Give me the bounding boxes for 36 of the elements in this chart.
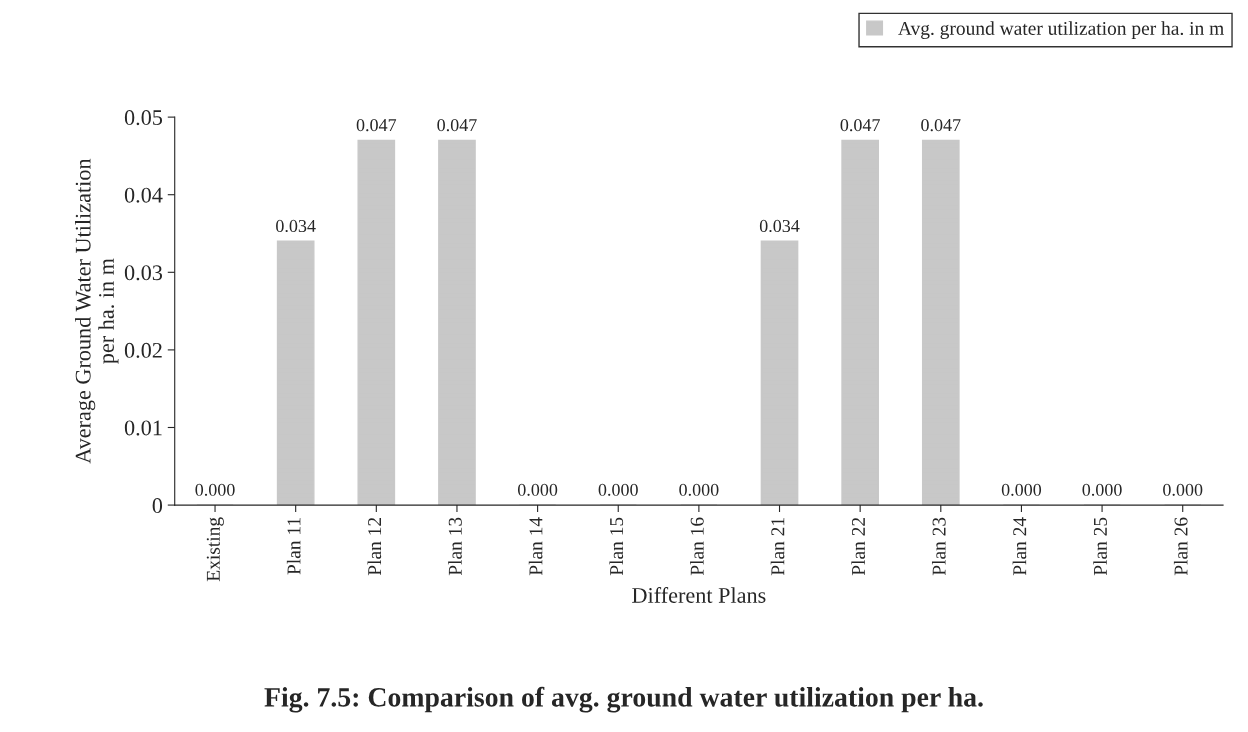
data-label: 0.047	[921, 118, 961, 132]
data-label: 0.034	[276, 219, 316, 233]
x-tick-label: Plan 15	[609, 517, 624, 576]
data-label: 0.047	[437, 118, 477, 132]
data-label: 0.047	[356, 118, 397, 132]
data-label: 0.000	[598, 483, 638, 496]
data-label: 0.047	[840, 118, 880, 132]
x-tick-label: Plan 26	[1173, 517, 1188, 576]
data-label: 0.000	[195, 483, 235, 496]
x-tick-label: Existing	[206, 517, 224, 582]
x-tick-label: Plan 16	[690, 517, 704, 576]
text: Fig. 7.5: Comparison of avg. ground water utilization per ha.	[264, 686, 983, 713]
x-tick-label: Plan 25	[1093, 517, 1107, 576]
data-label: 0.000	[1001, 483, 1042, 496]
x-tick-label: Plan 14	[528, 517, 543, 576]
y-tick-label: 0.02	[124, 342, 162, 358]
y-tick-label: 0.01	[124, 420, 162, 436]
y-tick-label: 0	[152, 498, 163, 514]
x-axis-title: Different Plans	[632, 587, 766, 603]
x-tick-label: Plan 11	[286, 518, 301, 575]
y-tick-label: 0.05	[124, 110, 163, 126]
x-tick-label: Plan 21	[770, 518, 785, 576]
data-label: 0.034	[759, 219, 800, 233]
y-tick-label: 0.04	[124, 187, 163, 203]
data-label: 0.000	[1082, 483, 1122, 496]
legend-label: Avg. ground water utilization per ha. in m	[898, 21, 1224, 39]
x-tick-label: Plan 23	[931, 517, 946, 576]
y-axis-title: Average Ground Water Utilization per ha. in m	[75, 158, 119, 464]
x-tick-label: Plan 24	[1012, 517, 1027, 576]
x-tick-label: Plan 22	[851, 517, 866, 576]
y-tick-label: 0.03	[124, 265, 163, 281]
x-tick-label: Plan 12	[367, 517, 382, 576]
x-tick-label: Plan 13	[448, 517, 462, 576]
data-label: 0.000	[1163, 483, 1203, 496]
data-label: 0.000	[517, 483, 558, 496]
data-label: 0.000	[679, 483, 719, 496]
